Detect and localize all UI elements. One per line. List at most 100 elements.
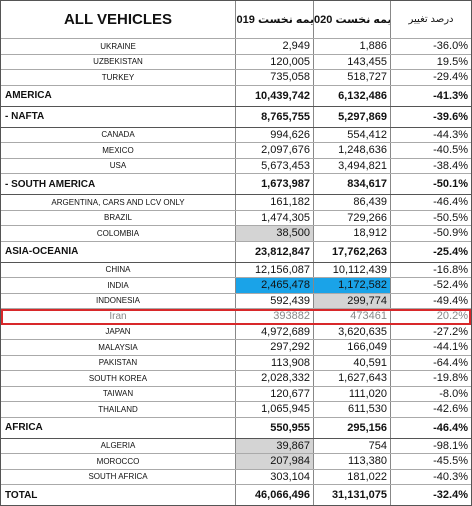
country-row: THAILAND 1,065,945 611,530 -42.6% xyxy=(1,402,471,418)
percent-change: -41.3% xyxy=(433,89,468,102)
header-cell: ALL VEHICLES xyxy=(1,1,236,38)
region-name: MALAYSIA xyxy=(1,340,236,355)
percent-change: -50.5% xyxy=(433,211,468,224)
country-row: INDIA 2,465,478 1,172,582 -52.4% xyxy=(1,278,471,294)
country-row: CANADA 994,626 554,412 -44.3% xyxy=(1,127,471,143)
value-2020: 86,439 xyxy=(314,195,391,210)
region-name: TURKEY xyxy=(1,70,236,85)
region-name: USA xyxy=(1,158,236,173)
header-cell: نیمه نخست 2020 xyxy=(314,1,391,38)
country-row: Iran 393882 473461 20.2% xyxy=(1,309,471,325)
value-2019: 120,005 xyxy=(236,54,314,69)
value-2019: 2,949 xyxy=(236,39,314,54)
group-row: TOTAL 46,066,496 31,131,075 -32.4% xyxy=(1,485,471,506)
country-row: SOUTH KOREA 2,028,332 1,627,643 -19.8% xyxy=(1,371,471,387)
value-2020: 113,380 xyxy=(314,454,391,469)
country-row: ARGENTINA, CARS AND LCV ONLY 161,182 86,43… xyxy=(1,195,471,211)
value-2020: 17,762,263 xyxy=(314,241,391,262)
value-2019: 38,500 xyxy=(236,226,314,241)
percent-change: -50.1% xyxy=(433,178,468,190)
value-2019: 113,908 xyxy=(236,355,314,370)
percent-change: -64.4% xyxy=(433,356,468,369)
value-2019: 12,156,087 xyxy=(236,262,314,277)
percent-change: -44.1% xyxy=(433,341,468,354)
percent-change: 19.5% xyxy=(436,55,468,68)
value-2019: 550,955 xyxy=(236,417,314,438)
region-name: AFRICA xyxy=(1,417,236,438)
percent-change: -25.4% xyxy=(433,245,468,258)
region-name: MOROCCO xyxy=(1,454,236,469)
region-name: - NAFTA xyxy=(1,106,236,127)
value-2019: 8,765,755 xyxy=(236,106,314,127)
percent-change: -50.9% xyxy=(433,227,468,240)
region-name: AMERICA xyxy=(1,85,236,106)
header-row: ALL VEHICLESنیمه نخست 2019نیمه نخست 2020… xyxy=(1,1,471,39)
percent-change: -44.3% xyxy=(433,128,468,141)
value-2020: 166,049 xyxy=(314,340,391,355)
value-2020: 40,591 xyxy=(314,355,391,370)
value-2019: 5,673,453 xyxy=(236,158,314,173)
region-name: PAKISTAN xyxy=(1,355,236,370)
region-name: BRAZIL xyxy=(1,210,236,225)
value-2020: 10,112,439 xyxy=(314,262,391,277)
percent-change: -32.4% xyxy=(433,489,468,501)
value-2019: 2,097,676 xyxy=(236,143,314,158)
percent-change: -40.3% xyxy=(433,470,468,483)
country-row: UZBEKISTAN 120,005 143,455 19.5% xyxy=(1,54,471,70)
value-2019: 1,673,987 xyxy=(236,174,314,194)
value-2020: 3,494,821 xyxy=(314,158,391,173)
percent-change: -45.5% xyxy=(433,455,468,468)
value-2020: 1,627,643 xyxy=(314,371,391,386)
value-2019: 4,972,689 xyxy=(236,324,314,339)
percent-change: -42.6% xyxy=(433,403,468,416)
group-row: AMERICA 10,439,742 6,132,486 -41.3% xyxy=(1,85,471,107)
value-2019: 207,984 xyxy=(236,454,314,469)
region-name: - SOUTH AMERICA xyxy=(1,174,236,194)
value-2020: 611,530 xyxy=(314,402,391,417)
region-name: ALGERIA xyxy=(1,438,236,453)
percent-change: -16.8% xyxy=(433,263,468,276)
value-2019: 994,626 xyxy=(236,127,314,142)
country-row: SOUTH AFRICA 303,104 181,022 -40.3% xyxy=(1,469,471,485)
percent-change: -49.4% xyxy=(433,294,468,307)
value-2020: 554,412 xyxy=(314,127,391,142)
region-name: THAILAND xyxy=(1,402,236,417)
value-2019: 23,812,847 xyxy=(236,241,314,262)
value-2020: 143,455 xyxy=(314,54,391,69)
country-row: ALGERIA 39,867 754 -98.1% xyxy=(1,438,471,454)
value-2019: 161,182 xyxy=(236,195,314,210)
region-name: UZBEKISTAN xyxy=(1,54,236,69)
value-2020: 834,617 xyxy=(314,174,391,194)
value-2019: 10,439,742 xyxy=(236,85,314,106)
region-name: TOTAL xyxy=(1,485,236,505)
group-row: - SOUTH AMERICA 1,673,987 834,617 -50.1% xyxy=(1,174,471,195)
country-row: UKRAINE 2,949 1,886 -36.0% xyxy=(1,39,471,55)
region-name: ASIA-OCEANIA xyxy=(1,241,236,262)
region-name: INDIA xyxy=(1,278,236,293)
region-name: MEXICO xyxy=(1,143,236,158)
region-name: COLOMBIA xyxy=(1,226,236,241)
country-row: USA 5,673,453 3,494,821 -38.4% xyxy=(1,158,471,174)
percent-change: 20.2% xyxy=(436,310,468,323)
country-row: BRAZIL 1,474,305 729,266 -50.5% xyxy=(1,210,471,226)
region-name: INDONESIA xyxy=(1,293,236,308)
region-name: UKRAINE xyxy=(1,39,236,54)
value-2019: 297,292 xyxy=(236,340,314,355)
value-2019: 592,439 xyxy=(236,293,314,308)
value-2019: 39,867 xyxy=(236,438,314,453)
group-row: - NAFTA 8,765,755 5,297,869 -39.6% xyxy=(1,106,471,128)
country-row: JAPAN 4,972,689 3,620,635 -27.2% xyxy=(1,324,471,340)
group-row: ASIA-OCEANIA 23,812,847 17,762,263 -25.4% xyxy=(1,241,471,263)
percent-change: -38.4% xyxy=(433,159,468,172)
country-row: CHINA 12,156,087 10,112,439 -16.8% xyxy=(1,262,471,278)
country-row: MOROCCO 207,984 113,380 -45.5% xyxy=(1,454,471,470)
value-2020: 729,266 xyxy=(314,210,391,225)
value-2020: 111,020 xyxy=(314,386,391,401)
value-2019: 1,474,305 xyxy=(236,210,314,225)
percent-change: -52.4% xyxy=(433,279,468,292)
value-2020: 6,132,486 xyxy=(314,85,391,106)
region-name: ARGENTINA, CARS AND LCV ONLY xyxy=(1,195,236,210)
region-name: CANADA xyxy=(1,127,236,142)
value-2020: 1,886 xyxy=(314,39,391,54)
